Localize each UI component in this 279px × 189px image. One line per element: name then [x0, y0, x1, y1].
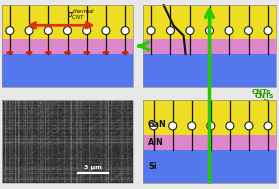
Circle shape — [6, 27, 14, 35]
Circle shape — [121, 27, 129, 35]
Circle shape — [169, 122, 177, 130]
Circle shape — [25, 27, 33, 35]
Text: 3 μm: 3 μm — [84, 166, 102, 170]
Text: GaN: GaN — [148, 120, 167, 129]
Circle shape — [102, 27, 110, 35]
Circle shape — [64, 27, 71, 35]
Circle shape — [264, 122, 272, 130]
Text: AlN: AlN — [148, 138, 164, 147]
Bar — [143, 100, 276, 135]
Ellipse shape — [83, 51, 90, 54]
Circle shape — [188, 122, 196, 130]
Circle shape — [147, 27, 155, 35]
Circle shape — [150, 122, 158, 130]
Bar — [2, 40, 133, 54]
Bar — [2, 54, 133, 87]
Text: CNTs: CNTs — [252, 89, 271, 101]
Ellipse shape — [102, 51, 109, 54]
Circle shape — [245, 122, 253, 130]
Circle shape — [83, 27, 91, 35]
Bar — [2, 5, 133, 40]
Ellipse shape — [26, 51, 33, 54]
Bar — [143, 54, 276, 87]
Circle shape — [186, 27, 194, 35]
Ellipse shape — [6, 51, 13, 54]
Text: $\sigma_{CNT}^{thermal}$: $\sigma_{CNT}^{thermal}$ — [68, 7, 96, 22]
Ellipse shape — [122, 51, 129, 54]
Bar — [2, 100, 133, 183]
Bar — [143, 40, 276, 54]
Circle shape — [206, 27, 213, 35]
Bar — [143, 5, 276, 40]
Circle shape — [167, 27, 174, 35]
Text: CNTs: CNTs — [255, 93, 274, 99]
Circle shape — [226, 122, 234, 130]
Bar — [143, 135, 276, 150]
Ellipse shape — [45, 51, 52, 54]
Bar — [143, 150, 276, 183]
Ellipse shape — [64, 51, 71, 54]
Circle shape — [225, 27, 233, 35]
Circle shape — [44, 27, 52, 35]
Circle shape — [207, 122, 215, 130]
Bar — [143, 5, 276, 87]
Circle shape — [244, 27, 252, 35]
Text: Si: Si — [148, 162, 157, 171]
Bar — [2, 5, 133, 87]
Bar — [143, 100, 276, 183]
Circle shape — [264, 27, 272, 35]
